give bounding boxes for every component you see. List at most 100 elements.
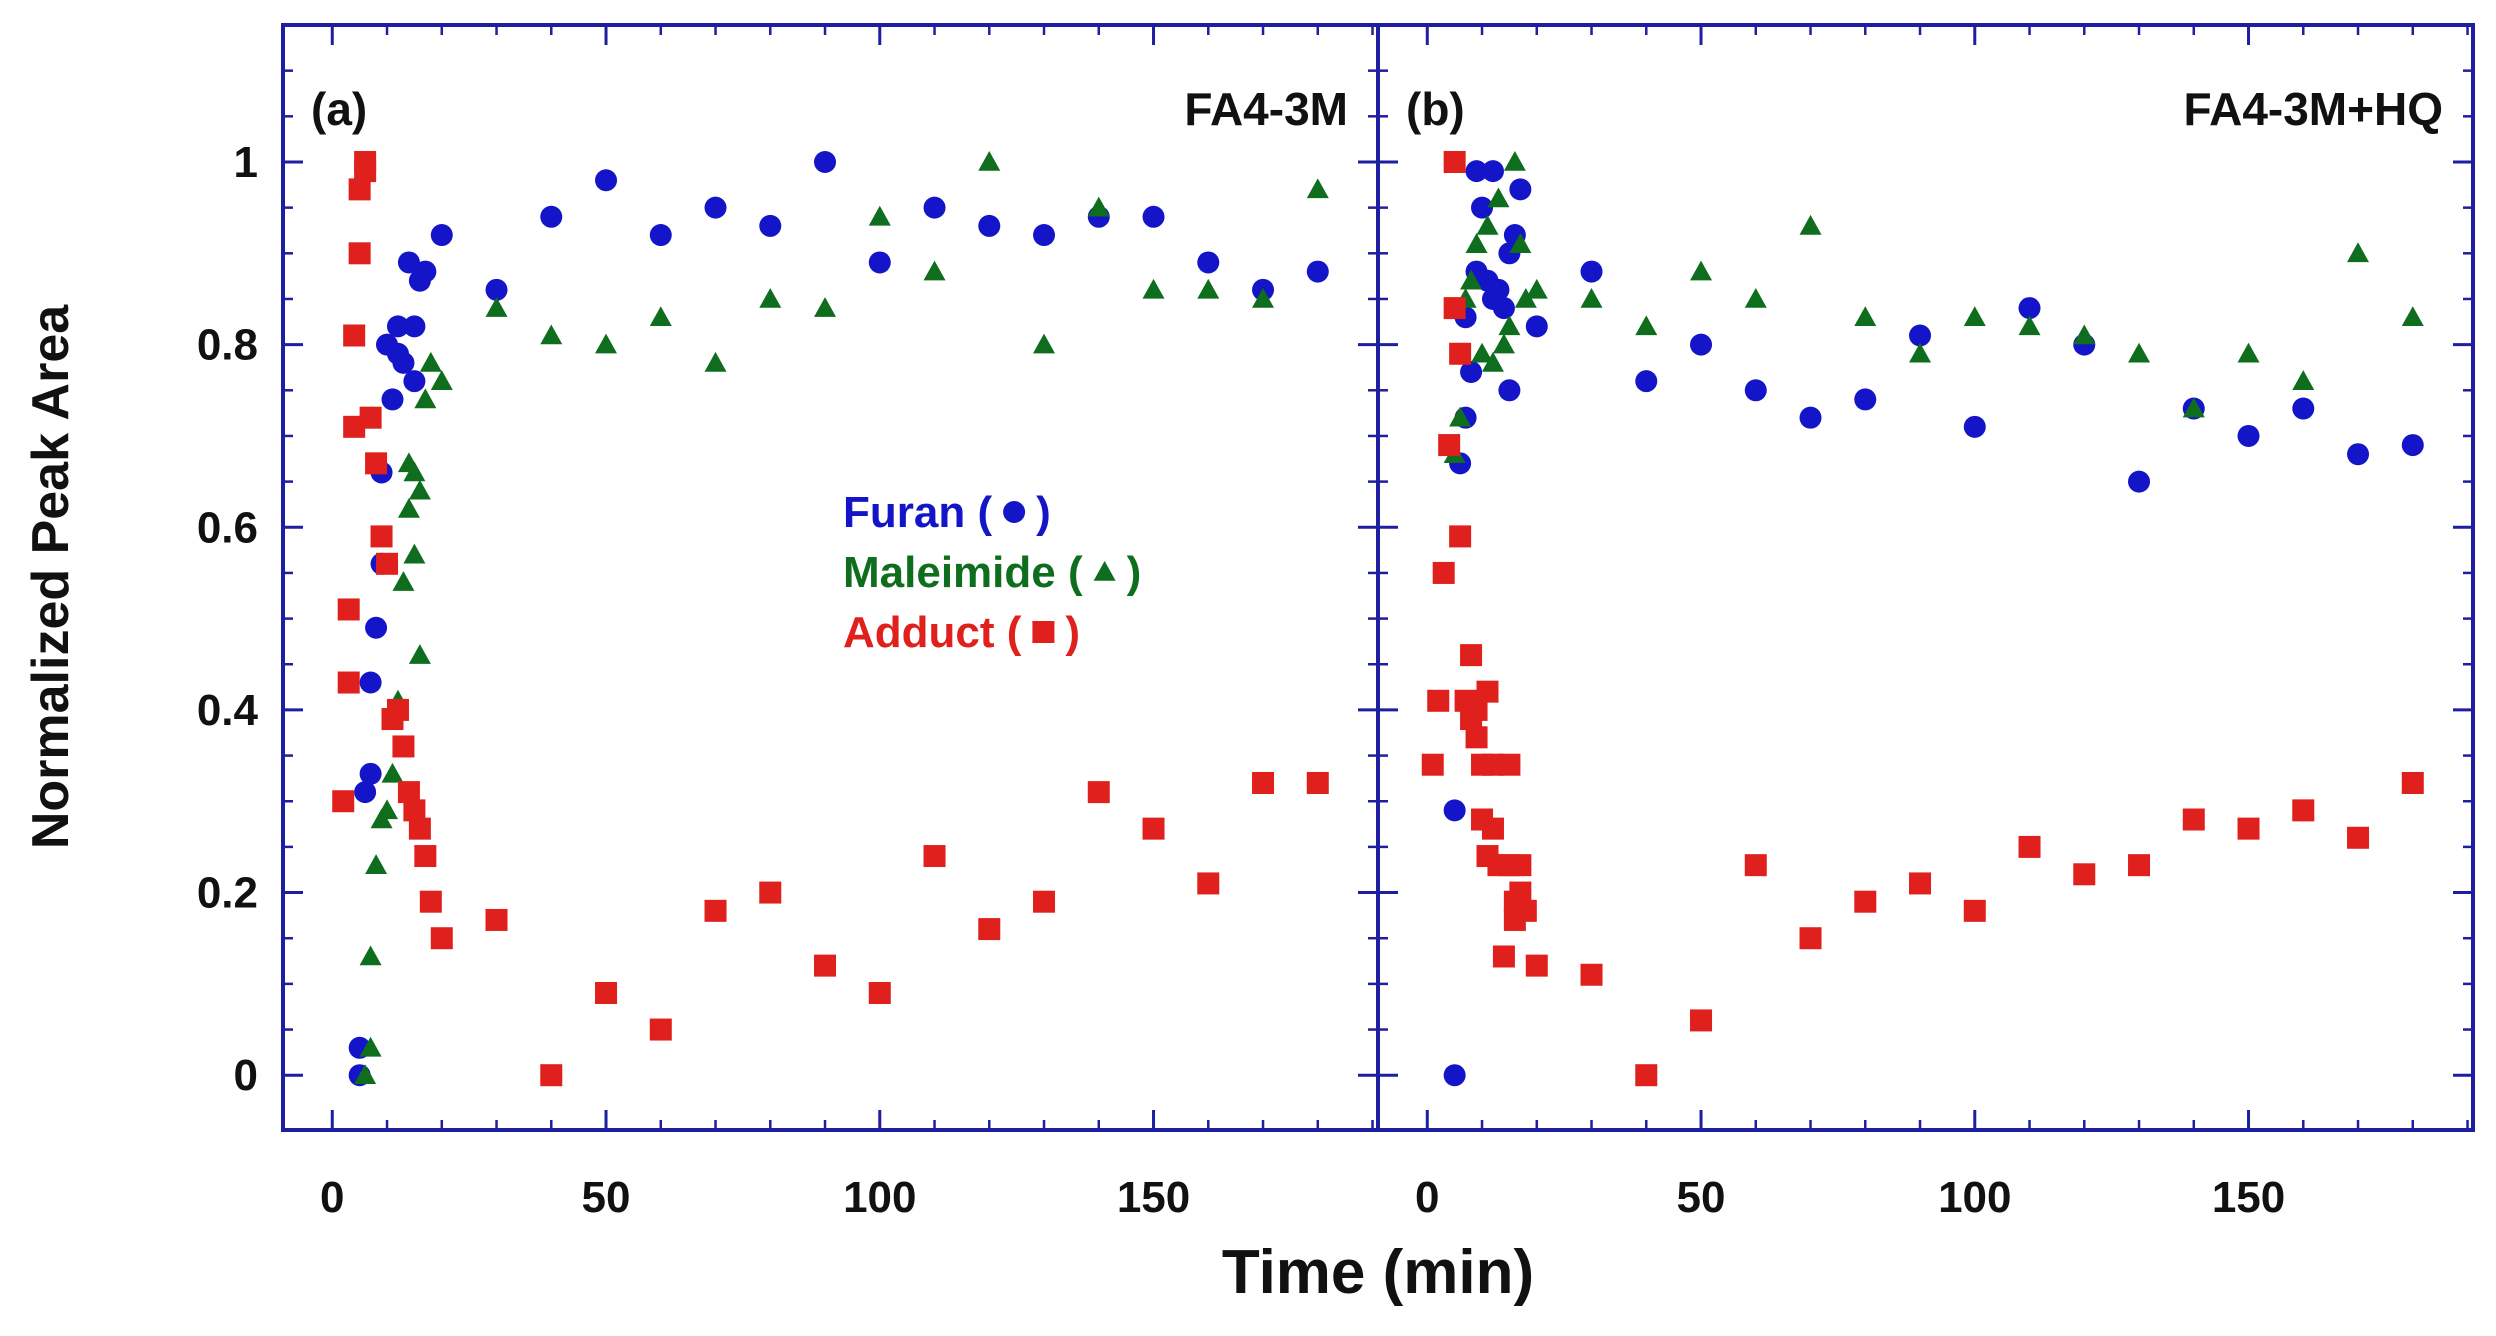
adduct-point bbox=[1449, 525, 1472, 548]
adduct-point bbox=[337, 598, 360, 621]
adduct-point bbox=[1252, 771, 1275, 794]
maleimide-point bbox=[1481, 351, 1504, 372]
adduct-point bbox=[1492, 945, 1515, 968]
adduct-point bbox=[1427, 689, 1450, 712]
adduct-point bbox=[343, 324, 366, 347]
adduct-point bbox=[978, 918, 1001, 941]
furan-point bbox=[1471, 196, 1494, 219]
circle-legend-marker bbox=[1003, 501, 1026, 523]
furan-point bbox=[2018, 297, 2041, 320]
maleimide-point bbox=[2073, 324, 2096, 345]
maleimide-point bbox=[485, 297, 508, 317]
y-tick-label: 0.4 bbox=[197, 686, 259, 735]
furan-point bbox=[595, 169, 618, 192]
x-tick-label: 50 bbox=[582, 1173, 631, 1222]
adduct-point bbox=[414, 845, 437, 868]
furan-point bbox=[649, 224, 672, 247]
furan-point bbox=[359, 762, 382, 785]
maleimide-point bbox=[2018, 315, 2041, 336]
furan-point bbox=[2237, 424, 2260, 447]
x-tick-label: 150 bbox=[1117, 1173, 1190, 1222]
adduct-point bbox=[348, 178, 371, 201]
furan-point bbox=[359, 671, 382, 694]
adduct-point bbox=[1514, 899, 1537, 922]
furan-point bbox=[392, 351, 415, 374]
maleimide-point bbox=[1460, 269, 1483, 290]
panel-b-title: FA4-3M+HQ bbox=[2184, 83, 2443, 135]
panel-a-label: (a) bbox=[311, 83, 367, 135]
maleimide-point bbox=[1252, 287, 1275, 308]
furan-point bbox=[386, 315, 409, 338]
maleimide-point bbox=[392, 571, 415, 591]
maleimide-point bbox=[1854, 306, 1877, 327]
adduct-point bbox=[1635, 1064, 1658, 1087]
maleimide-point bbox=[1525, 278, 1548, 299]
panel-a-tick-labels: 0 50 100 150 0 0.2 0.4 0.6 0.8 1 bbox=[197, 138, 1190, 1222]
maleimide-point bbox=[1306, 178, 1329, 199]
furan-point bbox=[1197, 251, 1220, 274]
adduct-point bbox=[1432, 561, 1455, 584]
adduct-point bbox=[2347, 826, 2370, 849]
adduct-point bbox=[1438, 434, 1461, 457]
x-tick-label: 0 bbox=[1415, 1173, 1439, 1222]
adduct-point bbox=[386, 698, 409, 721]
adduct-point bbox=[1744, 854, 1767, 877]
adduct-point bbox=[2237, 817, 2260, 840]
furan-point bbox=[1854, 388, 1877, 411]
maleimide-point bbox=[1580, 287, 1603, 308]
furan-point bbox=[1799, 406, 1822, 429]
furan-point bbox=[1492, 297, 1515, 320]
furan-point bbox=[1142, 205, 1165, 228]
furan-point bbox=[403, 315, 426, 338]
maleimide-point bbox=[1509, 233, 1532, 253]
furan-point bbox=[1443, 799, 1466, 822]
triangle-legend-marker bbox=[1093, 561, 1116, 581]
furan-point bbox=[403, 370, 426, 393]
maleimide-point bbox=[403, 543, 426, 564]
adduct-point bbox=[595, 982, 618, 1005]
furan-point bbox=[430, 224, 453, 247]
maleimide-point bbox=[1142, 278, 1165, 299]
adduct-point bbox=[1509, 881, 1532, 904]
panel-b: 0 50 100 150 (b) FA4-3M+HQ bbox=[1376, 23, 2475, 1222]
maleimide-point bbox=[359, 1036, 382, 1057]
adduct-point bbox=[2018, 835, 2041, 858]
legend: Furan ( ) Maleimide ( ) Adduct ( ) bbox=[843, 488, 1141, 657]
furan-point bbox=[1443, 1064, 1466, 1087]
adduct-point bbox=[332, 790, 355, 813]
legend-maleimide-close: ) bbox=[1127, 548, 1142, 597]
adduct-point bbox=[1509, 854, 1532, 877]
panel-b-ticks bbox=[1378, 25, 2473, 1130]
maleimide-point bbox=[1197, 278, 1220, 299]
maleimide-point bbox=[1487, 187, 1510, 208]
adduct-point bbox=[1799, 927, 1822, 950]
maleimide-point bbox=[1909, 342, 1932, 363]
maleimide-point bbox=[1503, 150, 1526, 171]
furan-point bbox=[1033, 224, 1056, 247]
adduct-point bbox=[1449, 342, 1472, 365]
adduct-point bbox=[814, 954, 837, 977]
maleimide-point bbox=[1087, 196, 1110, 217]
x-axis-label: Time (min) bbox=[1222, 1238, 1534, 1307]
x-tick-label: 50 bbox=[1677, 1173, 1726, 1222]
x-tick-label: 100 bbox=[1938, 1173, 2011, 1222]
panel-b-label: (b) bbox=[1406, 83, 1465, 135]
maleimide-point bbox=[408, 479, 431, 500]
adduct-point bbox=[1443, 150, 1466, 173]
furan-point bbox=[354, 781, 377, 804]
panel-a: 0 50 100 150 0 0.2 0.4 0.6 0.8 1 (a) FA4-3M Furan… bbox=[197, 23, 1380, 1222]
y-tick-label: 0 bbox=[234, 1051, 258, 1100]
furan-point bbox=[1635, 370, 1658, 393]
adduct-point bbox=[1580, 963, 1603, 986]
x-tick-label: 100 bbox=[843, 1173, 916, 1222]
panel-a-title: FA4-3M bbox=[1184, 83, 1348, 135]
maleimide-point bbox=[978, 150, 1001, 171]
furan-point bbox=[1744, 379, 1767, 402]
maleimide-point bbox=[2237, 342, 2260, 363]
square-legend-marker bbox=[1032, 621, 1055, 643]
maleimide-point bbox=[814, 297, 837, 317]
furan-point bbox=[868, 251, 891, 274]
maleimide-point bbox=[430, 370, 453, 390]
